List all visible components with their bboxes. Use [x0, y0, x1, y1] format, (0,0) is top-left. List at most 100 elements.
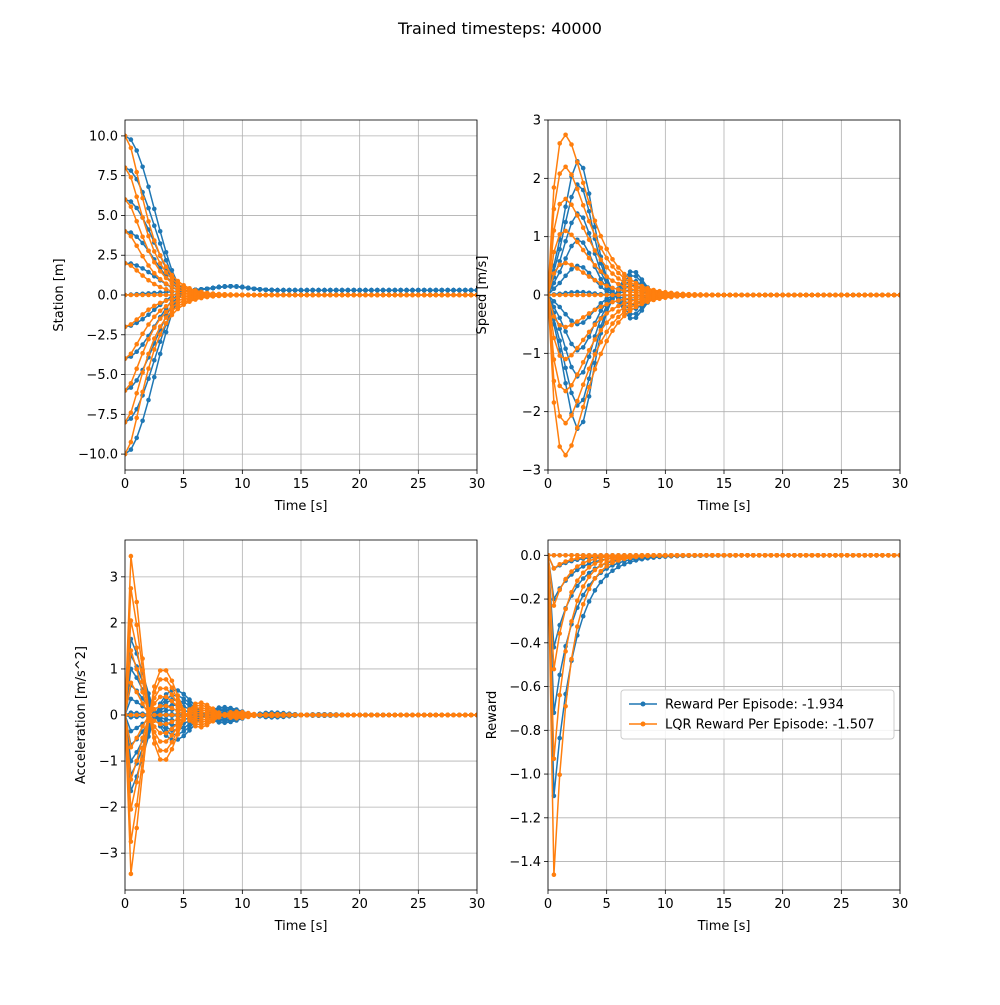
lqr-series-point: [129, 352, 134, 357]
lqr-series-point: [557, 171, 562, 176]
lqr-series-point: [552, 872, 557, 877]
y-tick-label: 2: [533, 172, 541, 187]
lqr-series-point: [158, 668, 163, 673]
lqr-series-point: [552, 207, 557, 212]
lqr-series-point: [134, 293, 139, 298]
rl-series-point: [158, 352, 163, 357]
y-tick-label: −10.0: [78, 448, 118, 463]
rl-series-point: [628, 316, 633, 321]
lqr-series-point: [334, 293, 339, 298]
lqr-series-point: [552, 271, 557, 276]
lqr-series-point: [264, 293, 269, 298]
lqr-series-point: [610, 321, 615, 326]
lqr-series-point: [158, 261, 163, 266]
lqr-series-point: [604, 247, 609, 252]
lqr-series-point: [222, 713, 227, 718]
rl-series-point: [445, 288, 450, 293]
lqr-series-point: [874, 293, 879, 298]
y-tick-label: −2: [522, 405, 541, 420]
lqr-series-point: [581, 225, 586, 230]
lqr-series-point: [134, 317, 139, 322]
x-tick-label: 10: [657, 897, 674, 912]
lqr-series-point: [616, 293, 621, 298]
lqr-series-point: [205, 291, 210, 296]
lqr-series-point: [599, 316, 604, 321]
lqr-series-point: [616, 265, 621, 270]
lqr-series-point: [158, 695, 163, 700]
rl-series-point: [310, 288, 315, 293]
lqr-series-point: [599, 340, 604, 345]
rl-series-point: [434, 288, 439, 293]
y-tick-label: 5.0: [97, 209, 118, 224]
rl-series-point: [234, 284, 239, 289]
lqr-series-point: [463, 713, 468, 718]
lqr-series-point: [170, 713, 175, 718]
lqr-series-point: [422, 713, 427, 718]
lqr-series-point: [775, 293, 780, 298]
lqr-series-point: [557, 262, 562, 267]
rl-series-point: [563, 312, 568, 317]
rl-series-point: [610, 568, 615, 573]
lqr-series-point: [599, 257, 604, 262]
lqr-series-point: [599, 281, 604, 286]
lqr-series-point: [158, 704, 163, 709]
lqr-series-point: [563, 325, 568, 330]
lqr-series-point: [158, 309, 163, 314]
lqr-series-point: [451, 293, 456, 298]
lqr-series-point: [152, 325, 157, 330]
lqr-series-point: [146, 219, 151, 224]
lqr-series-point: [581, 405, 586, 410]
lqr-series-point: [164, 731, 169, 736]
lqr-series-point: [134, 600, 139, 605]
rl-series-point: [569, 244, 574, 249]
rl-series-point: [140, 165, 145, 170]
lqr-series-point: [346, 713, 351, 718]
lqr-series-point: [140, 196, 145, 201]
rl-series-point: [393, 288, 398, 293]
rl-series-point: [264, 288, 269, 293]
y-tick-label: −0.4: [509, 636, 541, 651]
lqr-series-point: [416, 713, 421, 718]
lqr-series-point: [152, 260, 157, 265]
lqr-series-point: [552, 250, 557, 255]
rl-series-point: [581, 320, 586, 325]
lqr-series-point: [275, 293, 280, 298]
lqr-series-point: [593, 263, 598, 268]
rl-series-point: [240, 285, 245, 290]
rl-series-point: [140, 419, 145, 424]
lqr-series-point: [164, 713, 169, 718]
lqr-series-point: [557, 293, 562, 298]
rl-series-point: [129, 729, 134, 734]
lqr-series-point: [880, 293, 885, 298]
lqr-series-point: [170, 706, 175, 711]
lqr-series-point: [587, 575, 592, 580]
lqr-series-point: [170, 685, 175, 690]
lqr-series-point: [134, 713, 139, 718]
lqr-series-point: [610, 286, 615, 291]
x-tick-label: 5: [180, 897, 188, 912]
lqr-series-point: [310, 293, 315, 298]
rl-series-point: [616, 565, 621, 570]
lqr-series-point: [716, 293, 721, 298]
lqr-series-point: [845, 293, 850, 298]
lqr-series-point: [698, 293, 703, 298]
lqr-series-point: [569, 557, 574, 562]
lqr-series-point: [299, 713, 304, 718]
lqr-series-point: [134, 667, 139, 672]
lqr-series-point: [587, 237, 592, 242]
lqr-series-point: [604, 293, 609, 298]
lqr-series-point: [581, 338, 586, 343]
lqr-series-point: [575, 564, 580, 569]
lqr-series-point: [622, 297, 627, 302]
lqr-series-point: [146, 366, 151, 371]
lqr-series-point: [287, 293, 292, 298]
lqr-series-point: [587, 587, 592, 592]
rl-series-point: [322, 288, 327, 293]
lqr-series-point: [387, 293, 392, 298]
lqr-series-point: [193, 713, 198, 718]
lqr-series-point: [170, 309, 175, 314]
lqr-series-point: [146, 322, 151, 327]
lqr-series-point: [557, 202, 562, 207]
lqr-series-point: [552, 757, 557, 762]
y-tick-label: 2.5: [97, 249, 118, 264]
